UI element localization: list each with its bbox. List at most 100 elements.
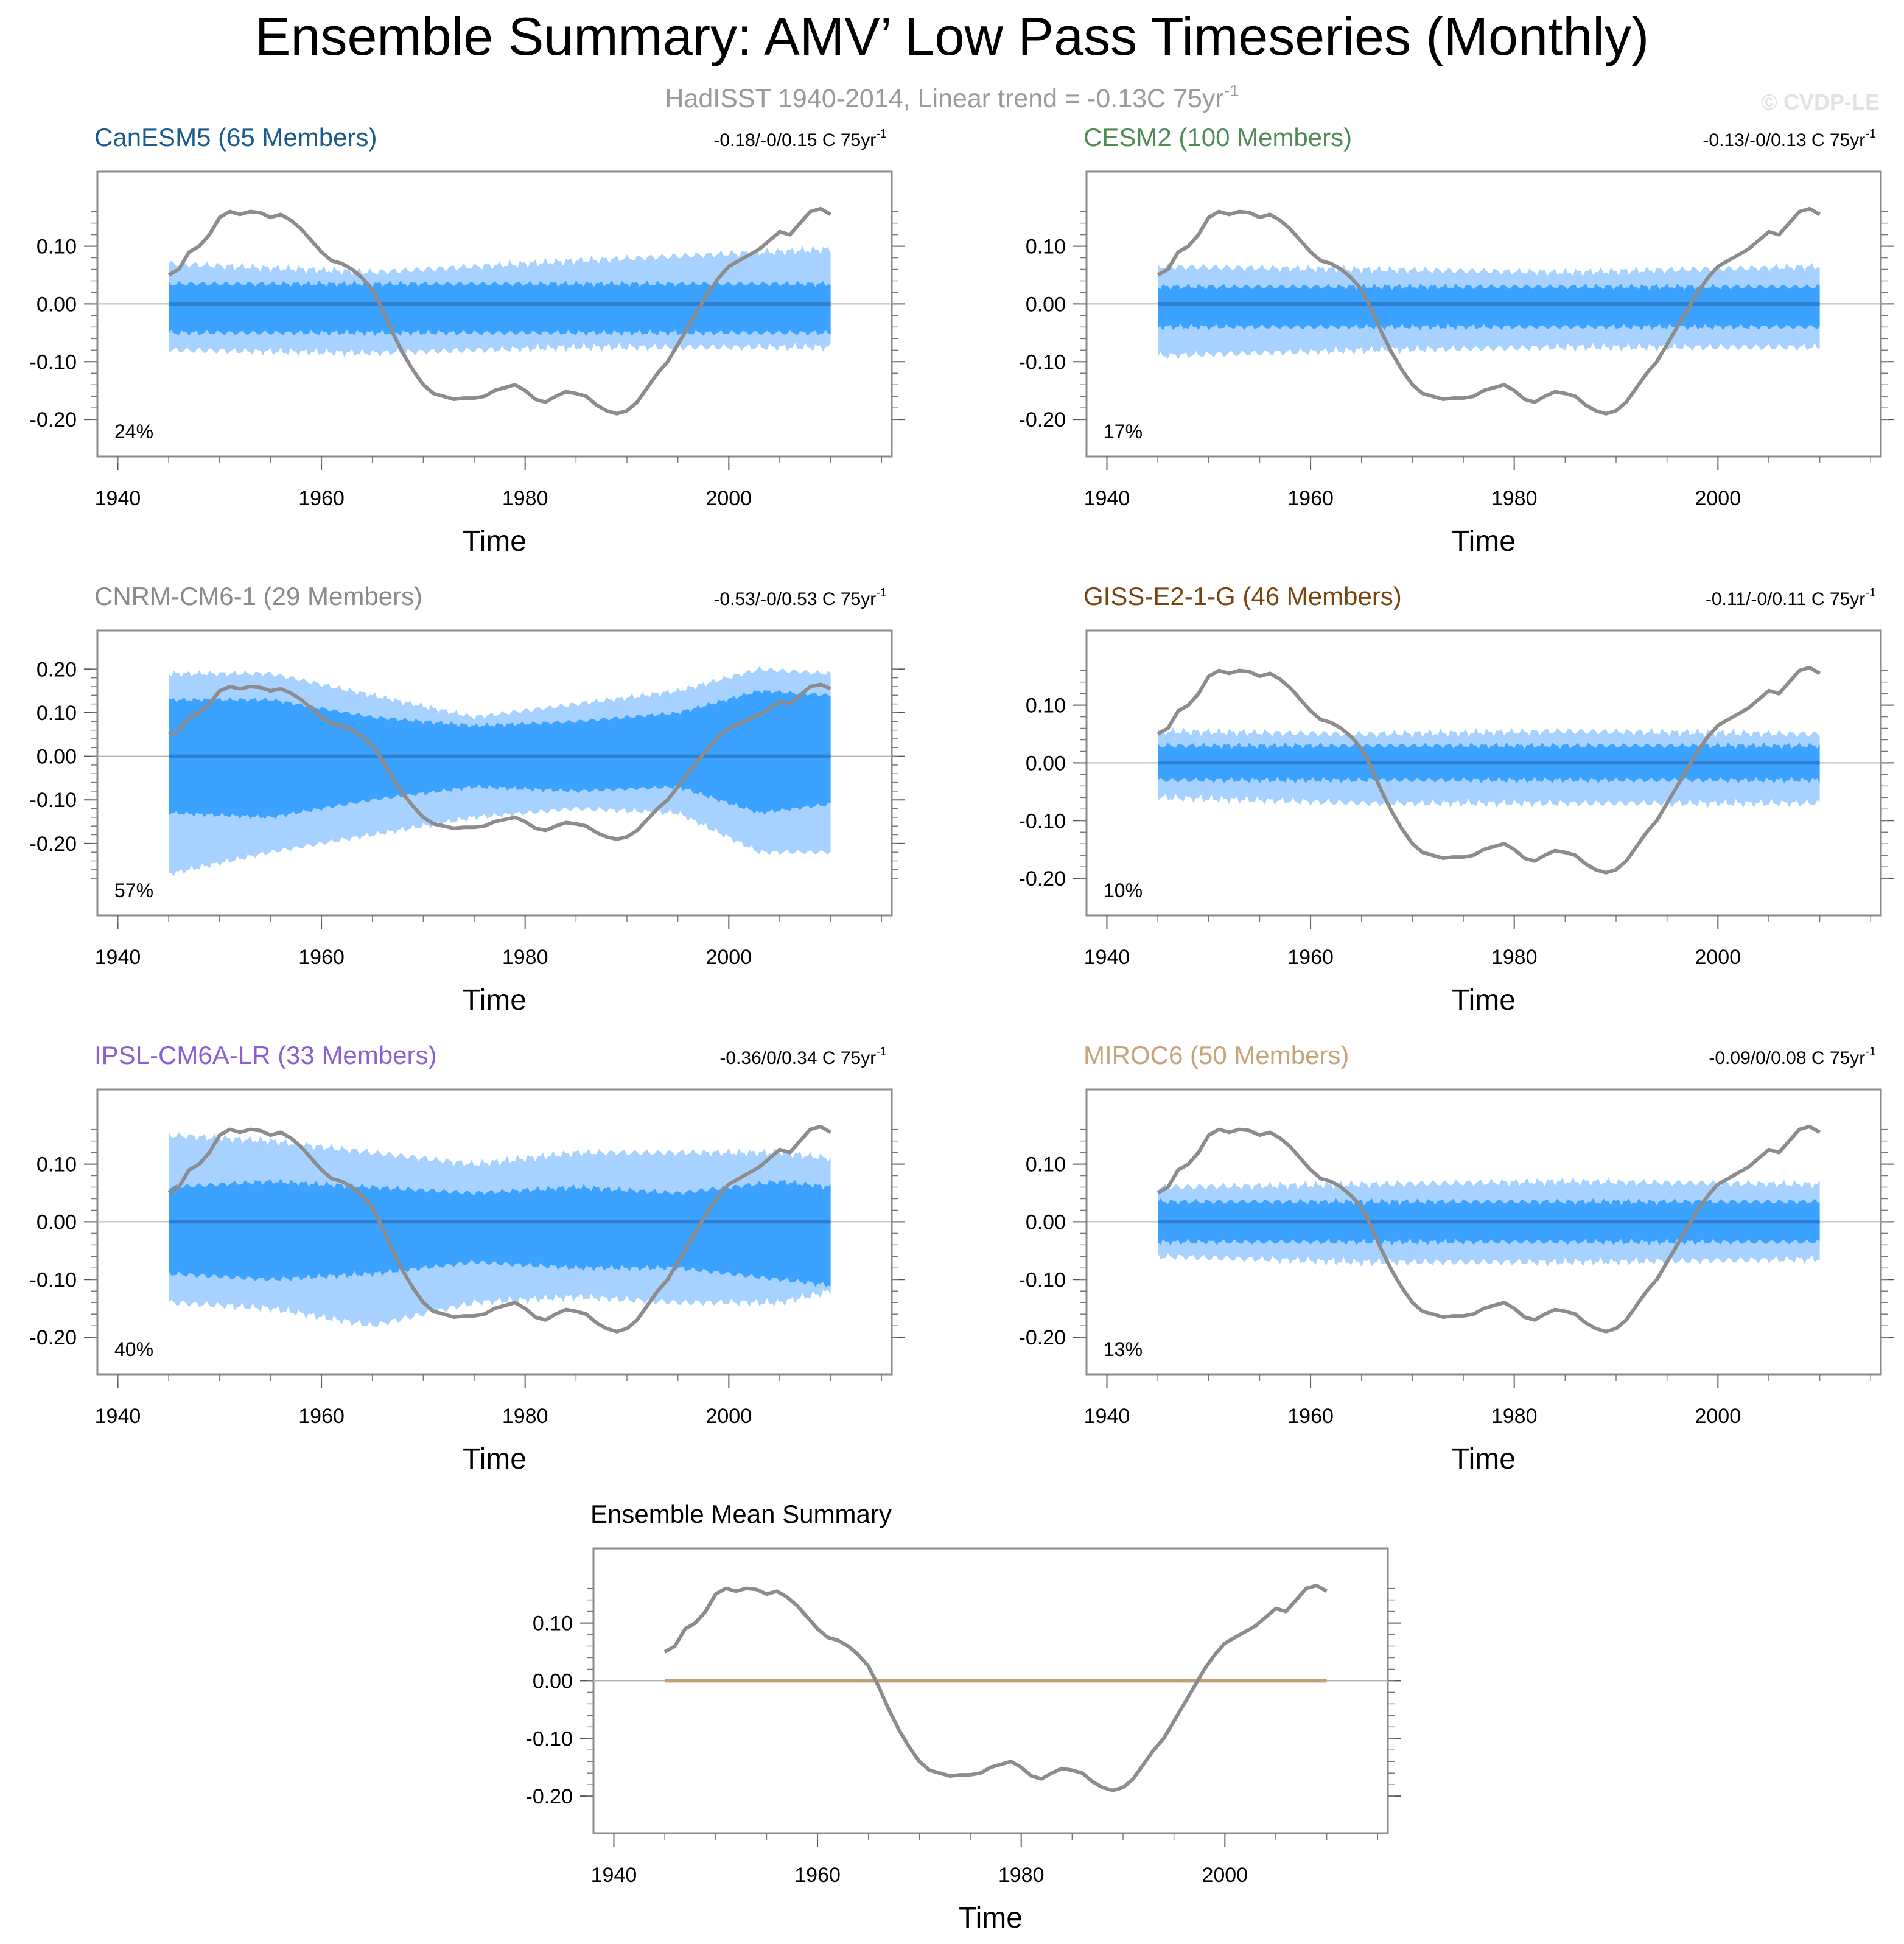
panel-title: CESM2 (100 Members) <box>1083 123 1352 152</box>
x-tick-label: 2000 <box>1695 487 1741 510</box>
x-axis-label: Time <box>463 984 527 1016</box>
band-inner <box>1158 283 1820 330</box>
observed-line <box>1157 206 1821 416</box>
y-tick-label: -0.20 <box>1019 408 1066 432</box>
y-tick-label: 0.10 <box>1026 694 1066 718</box>
y-tick-label: -0.10 <box>526 1727 573 1750</box>
panel-ipsl-cm6a-lr: -0.20 -0.10 0.00 0.10 1940 1960 1980 2000 Time IP… <box>30 1041 905 1475</box>
percent-label: 10% <box>1104 879 1143 901</box>
trend-text: -0.36/0/0.34 C 75yr <box>719 1048 876 1068</box>
x-tick-label: 1980 <box>1491 487 1538 510</box>
panel-miroc6: -0.20 -0.10 0.00 0.10 1940 1960 1980 2000 Time MI… <box>1019 1041 1894 1475</box>
panels-layer: -0.20 -0.10 0.00 0.10 1940 1960 1980 2000 Time Ca… <box>30 123 1894 1934</box>
x-tick-label: 1940 <box>95 1405 141 1428</box>
observed-line <box>167 682 831 841</box>
trend-superscript: -1 <box>876 127 887 141</box>
plot-frame <box>96 170 893 458</box>
y-tick-label: 0.10 <box>533 1612 573 1635</box>
x-axis-label: Time <box>1452 525 1516 558</box>
trend-label: -0.09/0/0.08 C 75yr-1 <box>1709 1045 1876 1068</box>
x-axis-label: Time <box>959 1902 1023 1934</box>
x-tick-label: 2000 <box>705 487 752 510</box>
trend-text: -0.53/-0/0.53 C 75yr <box>713 589 876 609</box>
y-tick-label: 0.00 <box>37 1211 77 1234</box>
panel-title: Ensemble Mean Summary <box>590 1500 892 1528</box>
y-tick-label: 0.10 <box>1026 236 1066 259</box>
observed-line <box>1157 665 1821 875</box>
y-tick-label: -0.20 <box>1019 867 1066 890</box>
plot-frame <box>96 1088 893 1376</box>
y-tick-label: -0.20 <box>30 1326 77 1349</box>
x-tick-label: 1940 <box>1084 1405 1130 1428</box>
y-tick-label: -0.10 <box>1019 1268 1066 1292</box>
x-tick-label: 1960 <box>1287 1405 1334 1428</box>
x-tick-label: 2000 <box>1202 1864 1248 1887</box>
trend-superscript: -1 <box>876 1045 887 1058</box>
figure-subtitle: HadISST 1940-2014, Linear trend = -0.13C… <box>665 81 1239 113</box>
plot-frame <box>592 1547 1389 1834</box>
trend-text: -0.18/-0/0.15 C 75yr <box>713 130 876 150</box>
panel-cesm2: -0.20 -0.10 0.00 0.10 1940 1960 1980 2000 Time CE… <box>1019 123 1894 558</box>
trend-superscript: -1 <box>876 586 887 600</box>
copyright-label: © CVDP-LE <box>1761 89 1880 114</box>
x-tick-label: 1980 <box>502 1405 548 1428</box>
percent-label: 57% <box>114 879 153 901</box>
x-tick-label: 1940 <box>591 1864 637 1887</box>
trend-label: -0.53/-0/0.53 C 75yr-1 <box>713 586 887 609</box>
y-tick-label: 0.00 <box>1026 293 1066 316</box>
panel-ensemble-mean-summary: -0.20 -0.10 0.00 0.10 1940 1960 1980 2000 Time En… <box>526 1500 1401 1934</box>
x-tick-label: 1960 <box>298 1405 345 1428</box>
panel-title: GISS-E2-1-G (46 Members) <box>1083 582 1402 610</box>
y-tick-label: 0.20 <box>37 658 77 681</box>
panel-title: CNRM-CM6-1 (29 Members) <box>94 582 422 610</box>
observed-line <box>663 1583 1328 1792</box>
x-axis-label: Time <box>1452 984 1516 1016</box>
x-tick-label: 2000 <box>1695 946 1741 969</box>
panel-title: CanESM5 (65 Members) <box>94 123 377 152</box>
plot-frame <box>96 629 893 917</box>
y-tick-label: 0.10 <box>1026 1153 1066 1177</box>
x-axis-label: Time <box>1452 1443 1516 1475</box>
trend-superscript: -1 <box>1865 1045 1876 1058</box>
y-tick-label: 0.00 <box>37 293 77 316</box>
panel-title: MIROC6 (50 Members) <box>1083 1041 1349 1069</box>
band-inner <box>169 1178 831 1287</box>
x-tick-label: 1980 <box>998 1864 1045 1887</box>
panel-title: IPSL-CM6A-LR (33 Members) <box>94 1041 436 1069</box>
y-tick-label: 0.10 <box>37 702 77 725</box>
observed-line <box>1157 1124 1821 1334</box>
y-tick-label: -0.20 <box>30 408 77 432</box>
panel-giss-e2-1-g: -0.20 -0.10 0.00 0.10 1940 1960 1980 2000 Time GI… <box>1019 582 1894 1016</box>
plot-frame <box>1085 170 1882 458</box>
x-tick-label: 1960 <box>1287 487 1334 510</box>
percent-label: 24% <box>114 421 153 442</box>
band-inner <box>169 280 831 337</box>
y-tick-label: 0.00 <box>37 746 77 769</box>
percent-label: 40% <box>114 1338 153 1360</box>
subtitle-superscript: -1 <box>1224 81 1239 100</box>
trend-superscript: -1 <box>1865 586 1876 600</box>
observed-line <box>167 206 832 416</box>
trend-label: -0.11/-0/0.11 C 75yr-1 <box>1706 586 1876 609</box>
y-tick-label: -0.10 <box>30 1268 77 1292</box>
percent-label: 13% <box>1104 1338 1143 1360</box>
y-tick-label: -0.20 <box>1019 1326 1066 1349</box>
trend-label: -0.18/-0/0.15 C 75yr-1 <box>713 127 887 150</box>
trend-label: -0.13/-0/0.13 C 75yr-1 <box>1703 127 1876 150</box>
x-tick-label: 1960 <box>298 487 345 510</box>
trend-text: -0.09/0/0.08 C 75yr <box>1709 1048 1865 1068</box>
x-tick-label: 1980 <box>1491 946 1538 969</box>
x-tick-label: 1940 <box>95 487 141 510</box>
panel-cnrm-cm6-1: -0.20 -0.10 0.00 0.10 0.20 1940 1960 1980 2000 Ti… <box>30 582 905 1016</box>
x-tick-label: 2000 <box>1695 1405 1741 1428</box>
plot-frame <box>1085 629 1882 917</box>
y-tick-label: -0.20 <box>526 1785 573 1808</box>
x-tick-label: 1960 <box>1287 946 1334 969</box>
y-tick-label: 0.00 <box>1026 752 1066 775</box>
band-inner <box>169 690 831 819</box>
x-tick-label: 1940 <box>1084 946 1130 969</box>
y-tick-label: 0.00 <box>533 1670 573 1693</box>
x-tick-label: 1980 <box>502 487 548 510</box>
percent-label: 17% <box>1104 421 1143 442</box>
